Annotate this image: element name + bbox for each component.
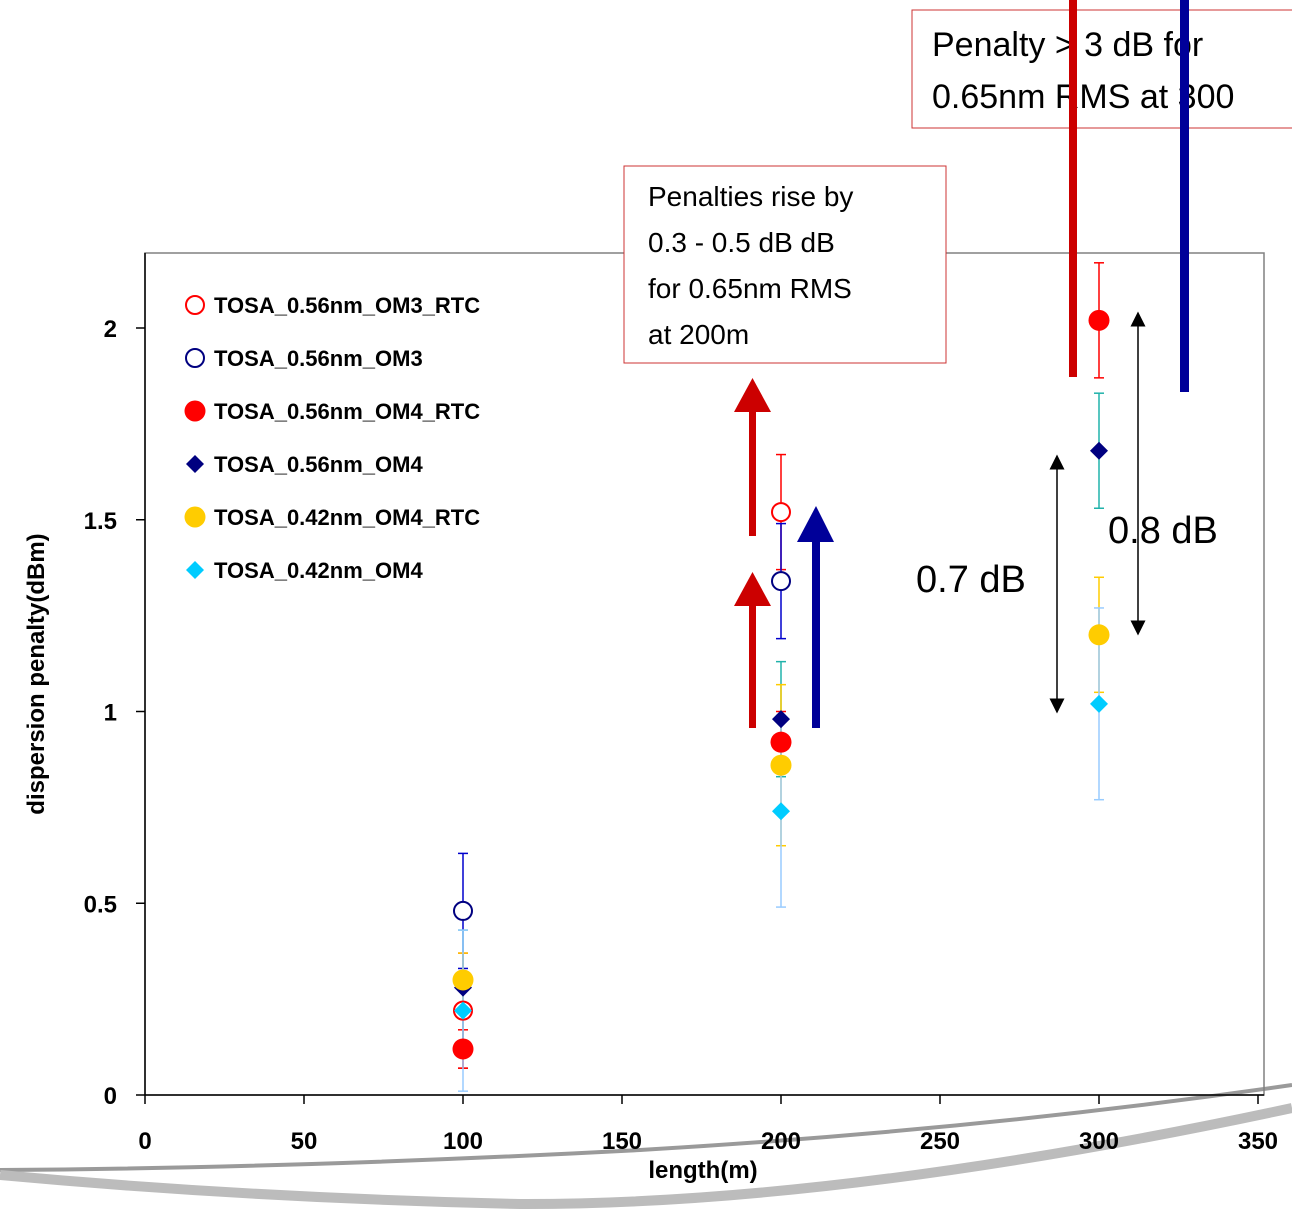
- x-tick-label: 50: [291, 1128, 318, 1155]
- y-tick-label: 0: [104, 1083, 117, 1110]
- data-point: [452, 969, 474, 991]
- legend: TOSA_0.56nm_OM3_RTC TOSA_0.56nm_OM3 TOSA_0…: [184, 293, 480, 583]
- y-axis-label: dispersion penalty(dBm): [23, 533, 50, 814]
- legend-label: TOSA_0.56nm_OM3: [214, 346, 423, 371]
- annotation-200m-line-2: 0.3 - 0.5 dB dB: [648, 227, 835, 258]
- y-tick-label: 1.5: [84, 508, 117, 535]
- plot-area: [144, 252, 1265, 1096]
- x-tick-label: 250: [920, 1128, 960, 1155]
- legend-marker: [186, 561, 204, 579]
- legend-marker: [184, 506, 206, 528]
- x-tick-label: 350: [1238, 1128, 1278, 1155]
- data-point: [770, 754, 792, 776]
- data-point: [453, 900, 473, 921]
- legend-item: TOSA_0.56nm_OM3_RTC: [185, 293, 480, 318]
- data-point: [771, 571, 791, 592]
- legend-marker: [184, 400, 206, 422]
- label-0-8-db: 0.8 dB: [1108, 510, 1218, 552]
- annotation-300m: Penalty > 3 dB for 0.65nm RMS at 300: [911, 9, 1292, 129]
- red-arrow-upper: [734, 378, 771, 536]
- x-tick-label: 150: [602, 1128, 642, 1155]
- legend-marker: [186, 455, 204, 473]
- annotation-200m-line-4: at 200m: [648, 319, 749, 350]
- y-tick-label: 1: [104, 700, 117, 727]
- data-point: [1090, 694, 1108, 713]
- legend-item: TOSA_0.56nm_OM4_RTC: [184, 399, 480, 424]
- error-bars: [458, 262, 1104, 1092]
- annotation-200m: Penalties rise by 0.3 - 0.5 dB dB for 0.…: [623, 165, 947, 364]
- data-point: [772, 710, 790, 729]
- red-penalty-bar: [1069, 0, 1077, 377]
- x-tick-label: 200: [761, 1128, 801, 1155]
- legend-label: TOSA_0.56nm_OM4_RTC: [214, 399, 480, 424]
- legend-item: TOSA_0.42nm_OM4_RTC: [184, 505, 480, 530]
- data-points: [452, 309, 1110, 1060]
- data-point: [772, 802, 790, 821]
- annotation-300m-box: [911, 9, 1292, 129]
- data-point: [770, 731, 792, 753]
- annotation-200m-line-1: Penalties rise by: [648, 181, 853, 212]
- blue-arrow: [797, 506, 834, 728]
- x-axis-label: length(m): [648, 1157, 757, 1184]
- data-point: [771, 502, 791, 523]
- annotation-300m-line-2: 0.65nm RMS at 300: [932, 78, 1234, 116]
- blue-penalty-bar: [1180, 0, 1189, 392]
- data-point: [1088, 309, 1110, 331]
- legend-label: TOSA_0.42nm_OM4: [214, 558, 423, 583]
- red-arrow-lower: [734, 572, 771, 728]
- x-tick-label: 300: [1079, 1128, 1119, 1155]
- y-ticks: 0 0.5 1 1.5 2: [84, 316, 145, 1110]
- annotation-300m-line-1: Penalty > 3 dB for: [932, 26, 1203, 64]
- data-point: [454, 1001, 472, 1020]
- legend-item: TOSA_0.56nm_OM4: [186, 452, 423, 477]
- y-tick-label: 2: [104, 316, 117, 343]
- legend-marker: [185, 295, 205, 315]
- y-tick-label: 0.5: [84, 891, 117, 918]
- x-tick-label: 100: [443, 1128, 483, 1155]
- label-0-7-db: 0.7 dB: [916, 559, 1026, 601]
- x-tick-label: 0: [138, 1128, 151, 1155]
- data-point: [1088, 624, 1110, 646]
- legend-marker: [185, 348, 205, 368]
- annotation-200m-box: [623, 165, 947, 364]
- data-point: [452, 1038, 474, 1060]
- legend-label: TOSA_0.56nm_OM4: [214, 452, 423, 477]
- legend-item: TOSA_0.56nm_OM3: [185, 346, 423, 371]
- legend-item: TOSA_0.42nm_OM4: [186, 558, 423, 583]
- annotation-200m-line-3: for 0.65nm RMS: [648, 273, 852, 304]
- x-ticks: 0 50 100 150 200 250 300 350: [138, 1095, 1278, 1155]
- slide-decoration: [0, 1083, 1292, 1210]
- data-point: [1090, 441, 1108, 460]
- axes: [144, 253, 1264, 1096]
- legend-label: TOSA_0.56nm_OM3_RTC: [214, 293, 480, 318]
- legend-label: TOSA_0.42nm_OM4_RTC: [214, 505, 480, 530]
